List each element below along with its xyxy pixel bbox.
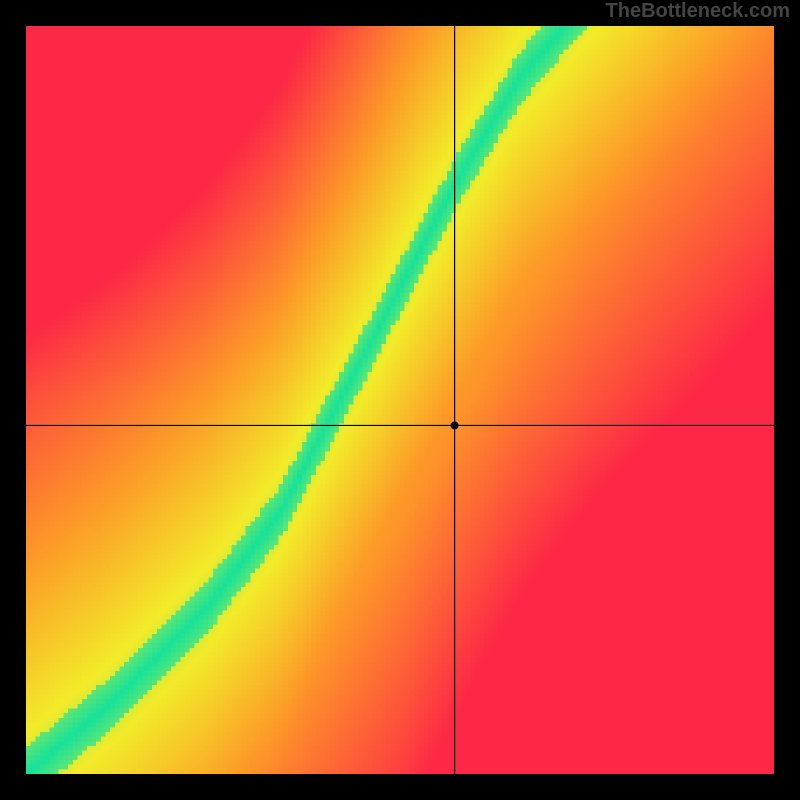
watermark-text: TheBottleneck.com: [606, 0, 790, 23]
chart-container: TheBottleneck.com: [0, 0, 800, 800]
bottleneck-heatmap: [26, 26, 774, 774]
